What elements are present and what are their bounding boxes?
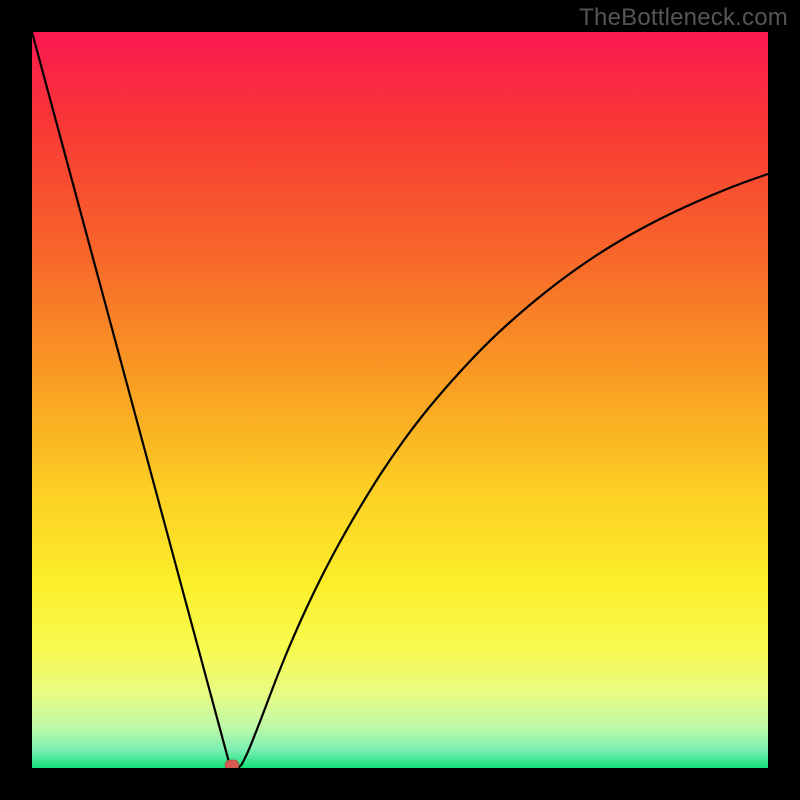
chart-svg <box>0 0 800 800</box>
watermark-text: TheBottleneck.com <box>579 4 788 32</box>
chart-root: TheBottleneck.com <box>0 0 800 800</box>
plot-background <box>32 32 768 768</box>
